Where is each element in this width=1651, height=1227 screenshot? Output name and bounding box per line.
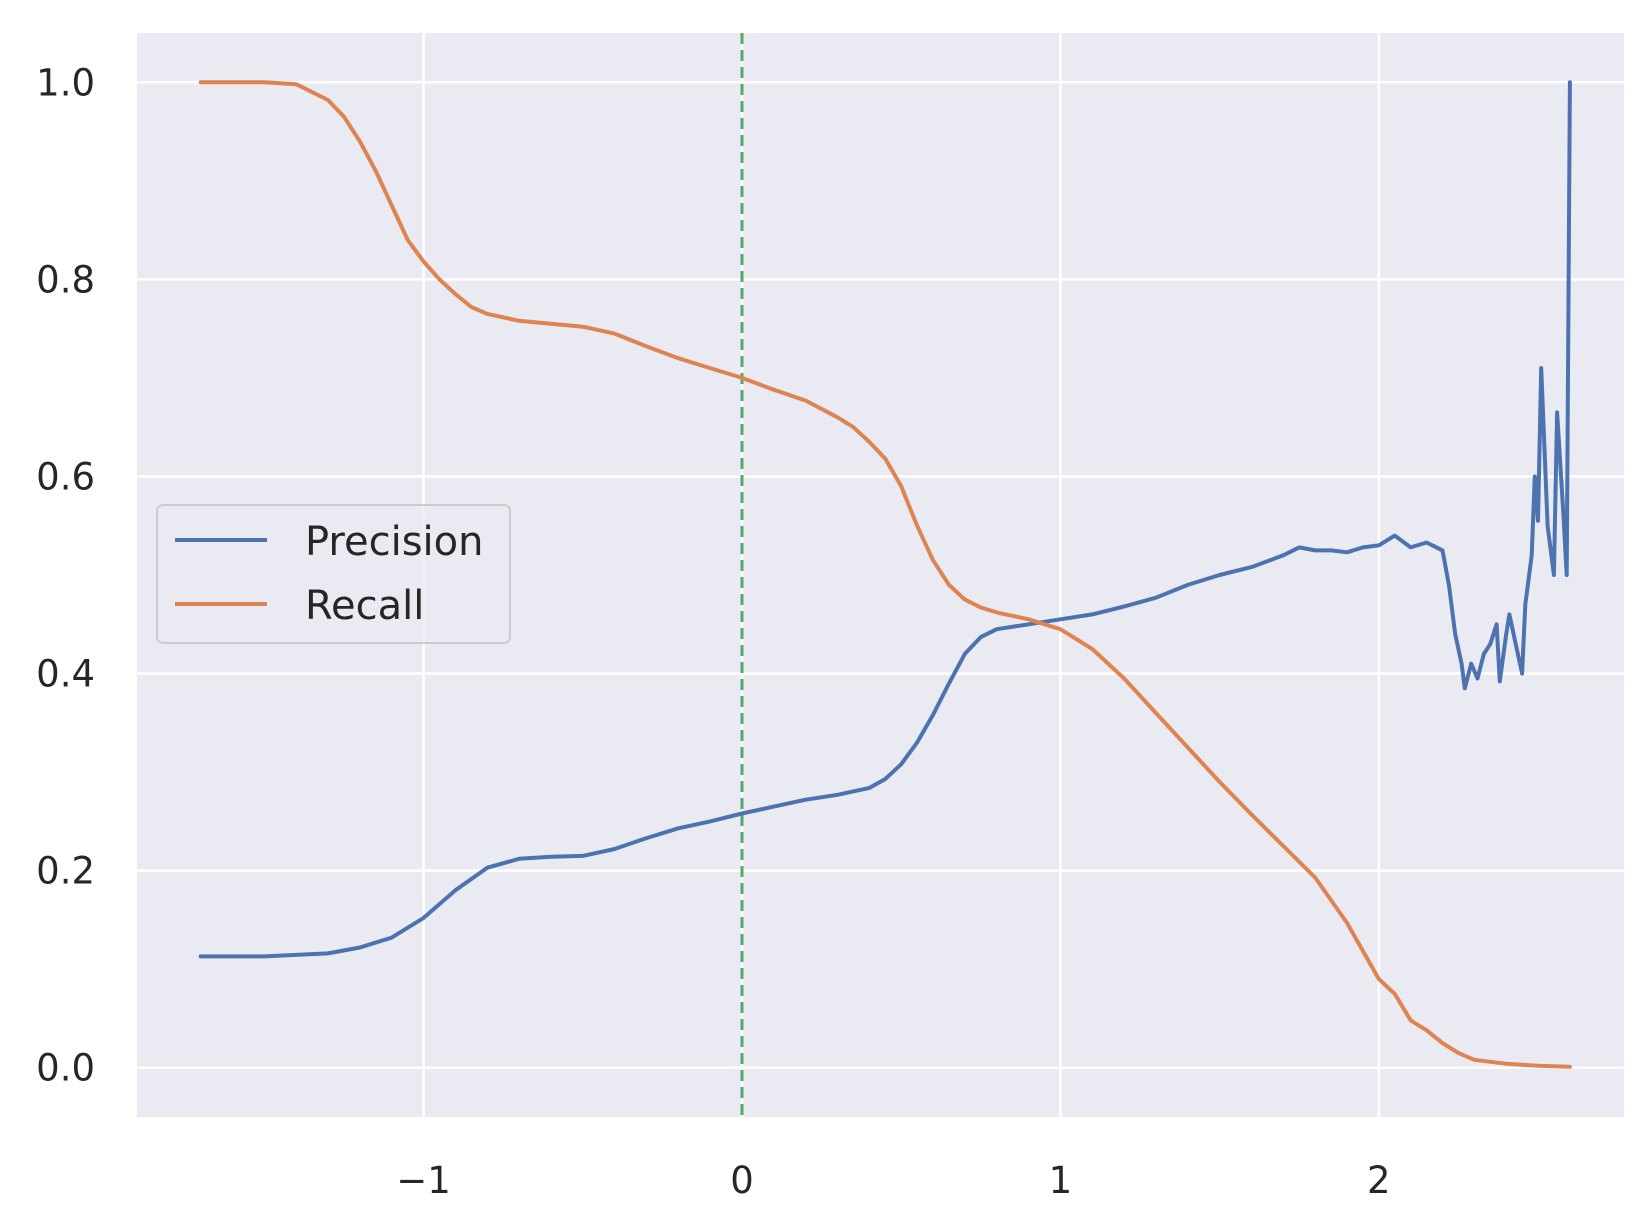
series-line-precision <box>198 80 1572 959</box>
y-tick-label-5: 1.0 <box>36 61 95 104</box>
x-tick-label-0: −1 <box>396 1159 451 1202</box>
y-tick-label-0: 0.0 <box>36 1047 95 1090</box>
y-tick-label-2: 0.4 <box>36 653 95 696</box>
x-tick-labels: −1 0 1 2 <box>396 1159 1390 1202</box>
legend: Precision Recall <box>156 504 511 644</box>
y-tick-label-3: 0.6 <box>36 455 95 498</box>
x-tick-label-2: 1 <box>1049 1159 1073 1202</box>
legend-label-recall: Recall <box>305 583 424 629</box>
y-tick-label-1: 0.2 <box>36 850 95 893</box>
legend-label-precision: Precision <box>305 519 483 565</box>
series-line-recall <box>198 80 1572 1069</box>
x-tick-label-1: 0 <box>730 1159 754 1202</box>
y-tick-labels: 0.0 0.2 0.4 0.6 0.8 1.0 <box>36 61 95 1089</box>
x-tick-label-3: 2 <box>1367 1159 1391 1202</box>
grid-lines <box>137 33 1624 1117</box>
series-lines <box>198 80 1572 1069</box>
y-tick-label-4: 0.8 <box>36 258 95 301</box>
